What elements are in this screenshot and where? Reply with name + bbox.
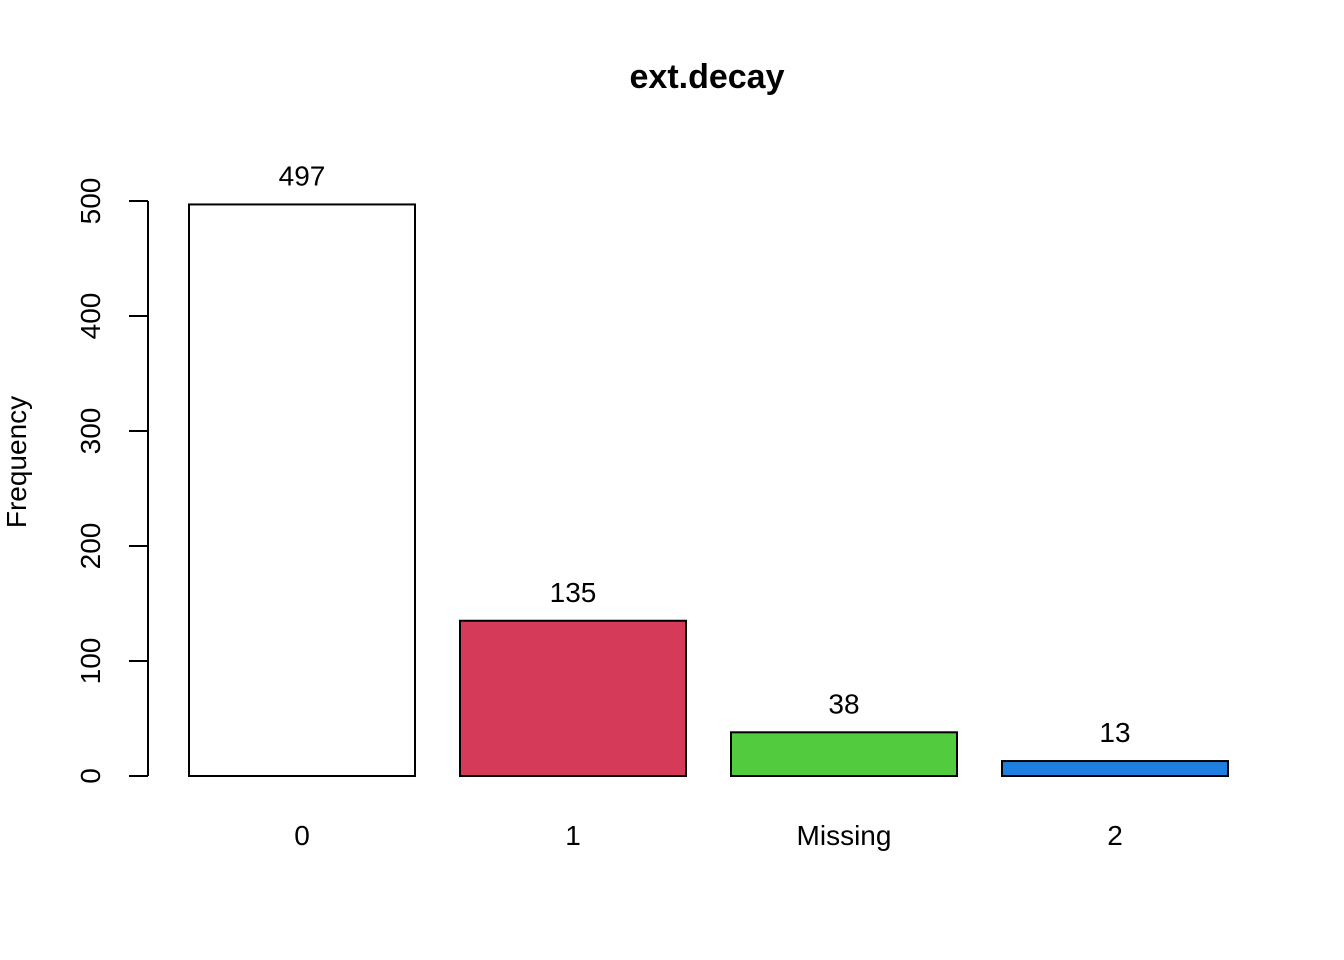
bar-value-label: 38 (828, 688, 859, 719)
y-axis: 0 100 200 300 400 500 (75, 178, 149, 784)
x-category-label: 1 (565, 820, 581, 851)
bar (459, 619, 687, 777)
bar-value-label: 135 (550, 577, 597, 608)
data-labels: 497 135 38 13 (279, 160, 1131, 748)
bar (1001, 760, 1229, 777)
y-tick-label: 200 (75, 523, 106, 570)
y-tick-label: 0 (75, 768, 106, 784)
bar (730, 731, 958, 777)
bar-value-label: 497 (279, 160, 326, 191)
y-tick-label: 300 (75, 408, 106, 455)
y-axis-label: Frequency (1, 396, 32, 528)
bar (188, 203, 416, 777)
x-category-label: Missing (797, 820, 892, 851)
x-category-label: 2 (1107, 820, 1123, 851)
x-category-label: 0 (294, 820, 310, 851)
chart-title: ext.decay (630, 58, 785, 96)
bar-value-label: 13 (1099, 717, 1130, 748)
y-tick-label: 400 (75, 293, 106, 340)
y-tick-label: 500 (75, 178, 106, 225)
y-tick-label: 100 (75, 638, 106, 685)
bars-group (188, 203, 1229, 777)
category-labels: 0 1 Missing 2 (294, 820, 1123, 851)
